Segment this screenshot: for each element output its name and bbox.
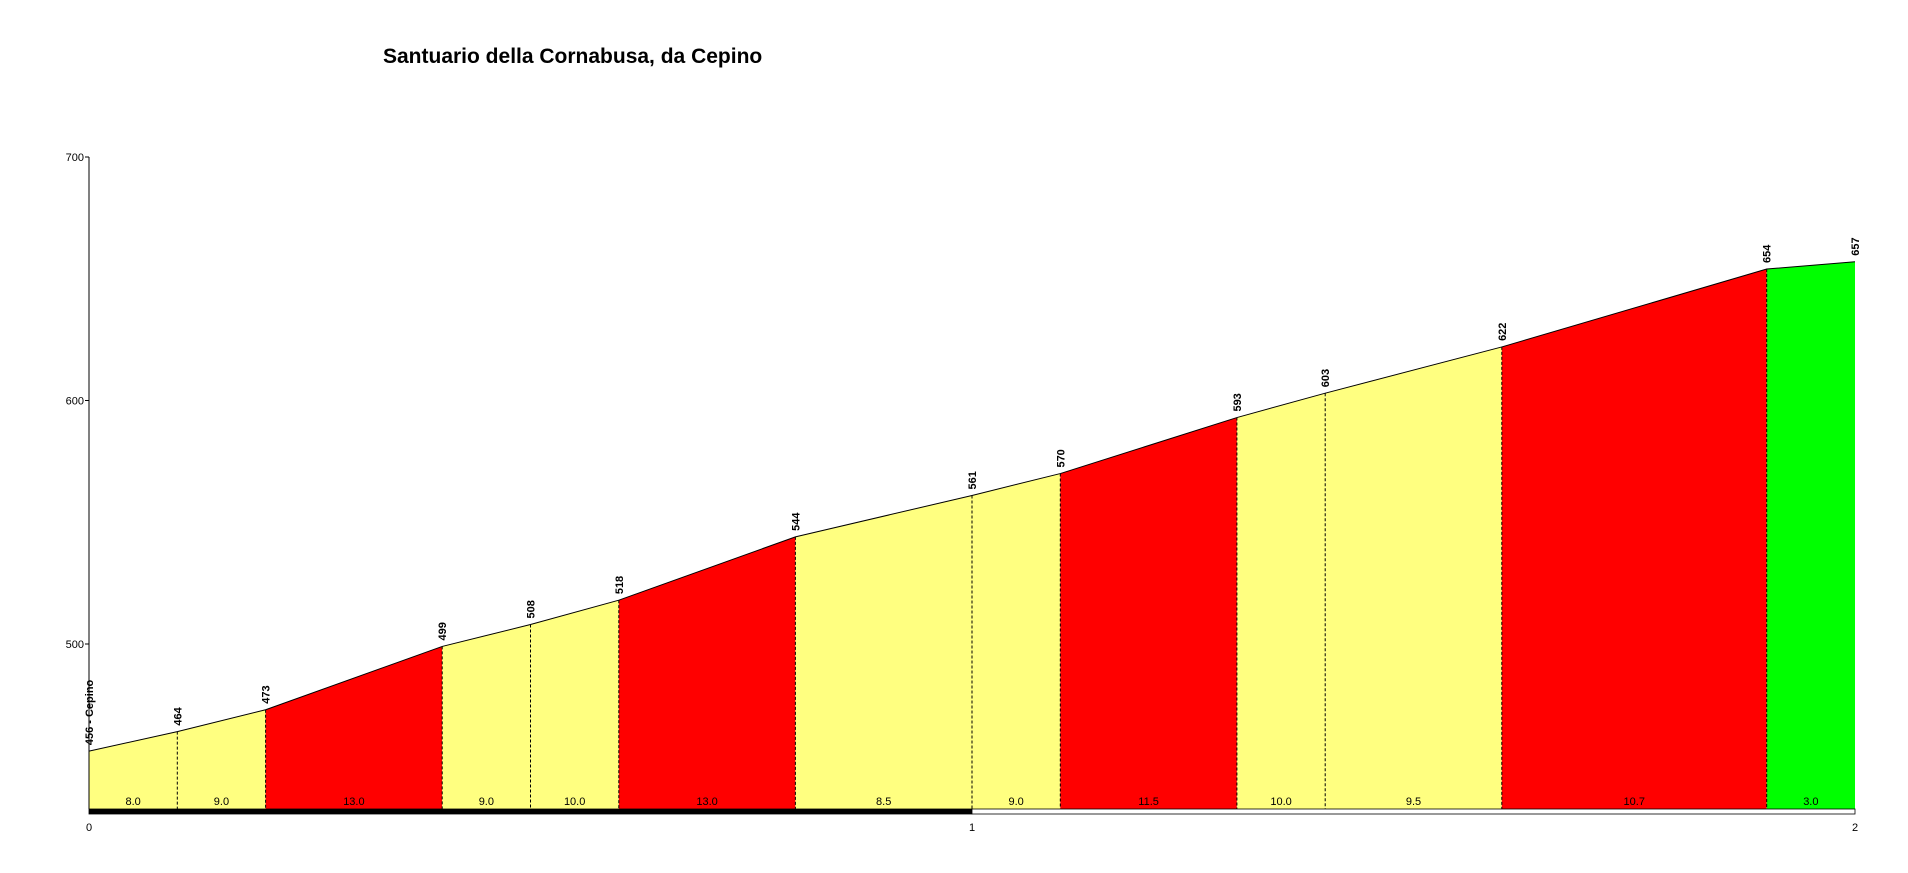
km-bar-block	[971, 808, 1856, 815]
profile-line	[88, 261, 1856, 752]
segment-grade-label: 13.0	[696, 796, 717, 808]
x-tick-label: 0	[86, 822, 92, 834]
elevation-label: 508	[526, 600, 538, 618]
y-tick-label: 500	[66, 639, 84, 651]
segment-grade-label: 9.0	[1009, 796, 1024, 808]
y-tick-label: 600	[66, 396, 84, 408]
segment-fill	[530, 600, 619, 809]
segment-grade-label: 9.0	[479, 796, 494, 808]
segment-grade-label: 10.0	[564, 796, 585, 808]
x-tick-label: 1	[969, 822, 975, 834]
segment-grade-label: 9.5	[1406, 796, 1421, 808]
segment-grade-label: 10.7	[1624, 796, 1645, 808]
segment-grade-label: 3.0	[1803, 796, 1818, 808]
segment-fill	[1236, 393, 1326, 809]
segment-dividers	[176, 269, 1768, 809]
segment-grade-label: 8.5	[876, 796, 891, 808]
elevation-label: 473	[261, 685, 273, 703]
elevation-labels: 456 - Cepino 464 473 499 508 518 544 561 570 593 6…	[84, 237, 1862, 745]
elevation-label: 570	[1055, 449, 1067, 467]
segment-grade-label: 11.5	[1138, 796, 1159, 808]
elevation-label: 518	[614, 576, 626, 594]
segment-fill	[177, 709, 266, 809]
elevation-label: 561	[967, 471, 979, 489]
segment-grade-label: 10.0	[1270, 796, 1291, 808]
segment-fill	[1501, 269, 1767, 809]
elevation-label: 657	[1850, 237, 1862, 255]
segment-fill	[1060, 417, 1237, 809]
elevation-label: 654	[1762, 244, 1774, 263]
elevation-label: 593	[1232, 393, 1244, 411]
grade-labels: 8.0 9.0 13.0 9.0 10.0 13.0 8.5 9.0 11.5 10.0 9.5 10…	[126, 796, 1819, 808]
segment-fill	[1766, 261, 1855, 810]
segment-fill	[265, 646, 443, 809]
segment-fill	[972, 473, 1061, 809]
elevation-label: 622	[1497, 323, 1509, 341]
segment-grade-label: 9.0	[214, 796, 229, 808]
y-tick-label: 700	[66, 152, 84, 164]
segment-fill	[89, 731, 178, 809]
elevation-label: 603	[1320, 369, 1332, 387]
elevation-label: 544	[790, 512, 802, 531]
x-tick-label: 2	[1852, 822, 1858, 834]
axes: 500 600 700 0 1 2	[66, 152, 1858, 834]
segment-fill	[1325, 346, 1502, 809]
profile-segments	[89, 261, 1855, 810]
elevation-label: 464	[172, 706, 184, 725]
elevation-label: 456 - Cepino	[84, 679, 96, 745]
elevation-label: 499	[437, 622, 449, 640]
segment-fill	[618, 536, 796, 809]
segment-fill	[442, 624, 531, 809]
chart-title: Santuario della Cornabusa, da Cepino	[383, 45, 762, 68]
segment-grade-label: 8.0	[126, 796, 141, 808]
profile-outline	[88, 261, 1856, 752]
segment-fill	[795, 495, 972, 809]
km-bar-block	[88, 808, 973, 815]
segment-grade-label: 13.0	[343, 796, 364, 808]
